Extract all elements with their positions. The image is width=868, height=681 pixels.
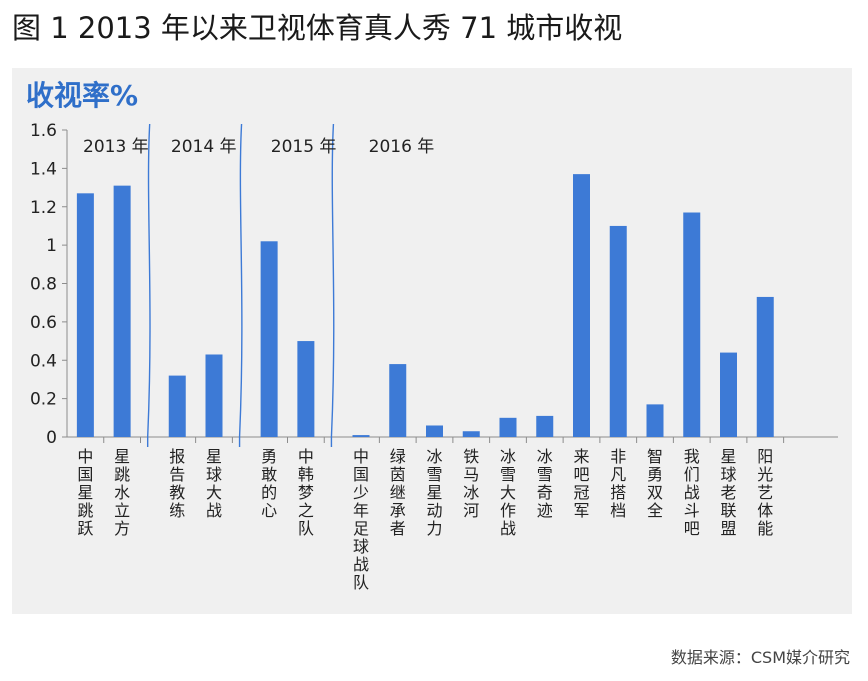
year-separator <box>330 123 335 447</box>
y-tick-label: 0.6 <box>30 313 57 333</box>
year-group-label: 2016 年 <box>369 137 435 157</box>
x-category-label: 中国星跳跃 <box>77 447 93 538</box>
bar <box>462 431 480 437</box>
x-category-label: 我们战斗吧 <box>684 447 700 538</box>
bar <box>205 354 223 437</box>
bar <box>720 352 737 437</box>
bar <box>260 241 278 437</box>
bar <box>609 225 627 437</box>
bar <box>646 404 664 437</box>
y-tick-label: 1 <box>46 236 57 256</box>
x-category-label: 冰雪奇迹 <box>537 447 553 520</box>
x-category-label: 绿茵继承者 <box>390 447 406 538</box>
y-tick-label: 1.2 <box>30 198 57 218</box>
bar <box>536 415 554 437</box>
bar <box>426 425 443 437</box>
bar <box>756 296 774 437</box>
bar <box>113 185 131 437</box>
bar <box>297 341 315 437</box>
y-tick-label: 1.6 <box>30 121 57 141</box>
x-category-label: 智勇双全 <box>647 447 663 520</box>
figure-title: 图 1 2013 年以来卫视体育真人秀 71 城市收视 <box>12 11 623 45</box>
year-group-label: 2014 年 <box>171 137 237 157</box>
x-category-label: 星球大战 <box>206 447 222 520</box>
x-category-label: 中韩梦之队 <box>298 447 314 538</box>
y-tick-label: 0.4 <box>30 351 57 371</box>
bar <box>389 364 407 437</box>
source-note: 数据来源：CSM媒介研究 <box>670 648 850 667</box>
y-tick-label: 0.2 <box>30 390 57 410</box>
bar <box>352 435 370 437</box>
bar <box>683 212 701 437</box>
year-separator <box>238 123 243 447</box>
y-tick-label: 0 <box>46 428 57 448</box>
y-axis-label: 收视率% <box>26 79 139 112</box>
year-separator <box>146 123 151 447</box>
x-category-label: 星跳水立方 <box>114 447 130 538</box>
x-category-label: 勇敢的心 <box>261 447 277 520</box>
x-category-label: 冰雪星动力 <box>426 447 442 538</box>
x-category-label: 冰雪大作战 <box>500 447 516 538</box>
chart-panel <box>12 68 852 614</box>
x-category-label: 报告教练 <box>169 447 185 520</box>
x-category-label: 非凡搭档 <box>610 447 626 520</box>
year-group-label: 2015 年 <box>271 137 337 157</box>
x-category-label: 铁马冰河 <box>463 447 479 520</box>
year-group-label: 2013 年 <box>83 137 149 157</box>
x-category-label: 来吧冠军 <box>573 447 589 520</box>
x-category-label: 阳光艺体能 <box>757 447 773 538</box>
bar <box>168 375 186 437</box>
bar <box>573 174 590 437</box>
bar <box>499 417 517 437</box>
bar <box>76 193 94 437</box>
x-category-label: 中国少年足球战队 <box>353 447 369 592</box>
y-tick-label: 1.4 <box>30 159 57 179</box>
y-tick-label: 0.8 <box>30 275 57 295</box>
x-category-label: 星球老联盟 <box>720 447 736 538</box>
